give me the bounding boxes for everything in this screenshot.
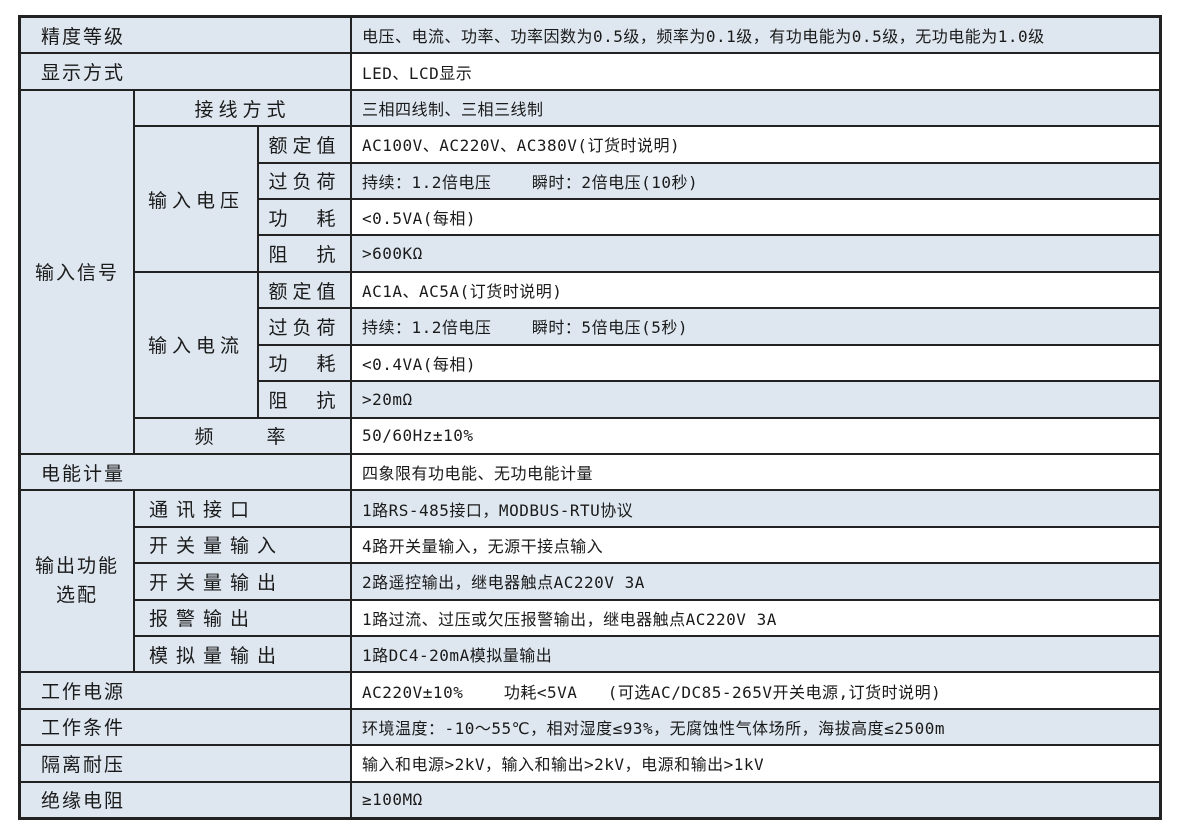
voltage-rated-value: AC100V、AC220V、AC380V(订货时说明) [352, 127, 1159, 162]
input-signal-group-label: 输入信号 [21, 90, 133, 453]
work-conditions-value: 环境温度：-10～55℃，相对湿度≤93%，无腐蚀性气体场所，海拔高度≤2500… [352, 709, 1159, 745]
current-overload-value: 持续：1.2倍电压 瞬时：5倍电压(5秒) [352, 309, 1159, 344]
insulation-resistance-label: 绝缘电阻 [21, 782, 350, 817]
voltage-impedance-value: >600KΩ [352, 236, 1159, 271]
energy-metering-label: 电能计量 [21, 454, 350, 490]
current-power-loss-label: 功 耗 [259, 345, 350, 381]
insulation-resistance-value: ≥100MΩ [352, 782, 1159, 817]
digital-input-label: 开关量输入 [135, 527, 350, 563]
current-overload-label: 过负荷 [259, 309, 350, 344]
isolation-voltage-value: 输入和电源>2kV，输入和输出>2kV，电源和输出>1kV [352, 746, 1159, 781]
display-mode-label: 显示方式 [21, 54, 350, 89]
current-impedance-label: 阻 抗 [259, 382, 350, 417]
analog-output-value: 1路DC4-20mA模拟量输出 [352, 636, 1159, 672]
current-rated-value: AC1A、AC5A(订货时说明) [352, 272, 1159, 308]
voltage-rated-label: 额定值 [259, 127, 350, 162]
power-supply-label: 工作电源 [21, 673, 350, 708]
specification-table: 精度等级 电压、电流、功率、功率因数为0.5级，频率为0.1级，有功电能为0.5… [18, 15, 1162, 820]
current-impedance-value: >20mΩ [352, 382, 1159, 417]
analog-output-label: 模拟量输出 [135, 636, 350, 672]
voltage-overload-value: 持续：1.2倍电压 瞬时：2倍电压(10秒) [352, 163, 1159, 199]
wiring-mode-label: 接线方式 [135, 90, 350, 126]
input-voltage-group-label: 输入电压 [135, 127, 257, 271]
input-current-group-label: 输入电流 [135, 272, 257, 417]
output-options-label-line1: 输出功能 [34, 554, 119, 577]
accuracy-value: 电压、电流、功率、功率因数为0.5级，频率为0.1级，有功电能为0.5级，无功电… [352, 18, 1159, 53]
isolation-voltage-label: 隔离耐压 [21, 746, 350, 781]
accuracy-label: 精度等级 [21, 18, 350, 53]
output-options-label-line2: 选配 [55, 584, 98, 607]
digital-input-value: 4路开关量输入，无源干接点输入 [352, 527, 1159, 563]
voltage-power-loss-value: <0.5VA(每相) [352, 200, 1159, 235]
wiring-mode-value: 三相四线制、三相三线制 [352, 90, 1159, 126]
display-mode-value: LED、LCD显示 [352, 54, 1159, 89]
alarm-output-label: 报警输出 [135, 600, 350, 635]
digital-output-label: 开关量输出 [135, 564, 350, 599]
voltage-power-loss-label: 功 耗 [259, 200, 350, 235]
digital-output-value: 2路遥控输出，继电器触点AC220V 3A [352, 564, 1159, 599]
output-options-group-label: 输出功能 选配 [21, 491, 133, 672]
current-power-loss-value: <0.4VA(每相) [352, 345, 1159, 381]
work-conditions-label: 工作条件 [21, 709, 350, 745]
current-rated-label: 额定值 [259, 272, 350, 308]
power-supply-value: AC220V±10% 功耗<5VA (可选AC/DC85-265V开关电源,订货… [352, 673, 1159, 708]
frequency-value: 50/60Hz±10% [352, 418, 1159, 453]
comm-interface-value: 1路RS-485接口，MODBUS-RTU协议 [352, 491, 1159, 526]
voltage-impedance-label: 阻 抗 [259, 236, 350, 271]
comm-interface-label: 通讯接口 [135, 491, 350, 526]
voltage-overload-label: 过负荷 [259, 163, 350, 199]
alarm-output-value: 1路过流、过压或欠压报警输出，继电器触点AC220V 3A [352, 600, 1159, 635]
frequency-label: 频 率 [135, 418, 350, 453]
energy-metering-value: 四象限有功电能、无功电能计量 [352, 454, 1159, 490]
